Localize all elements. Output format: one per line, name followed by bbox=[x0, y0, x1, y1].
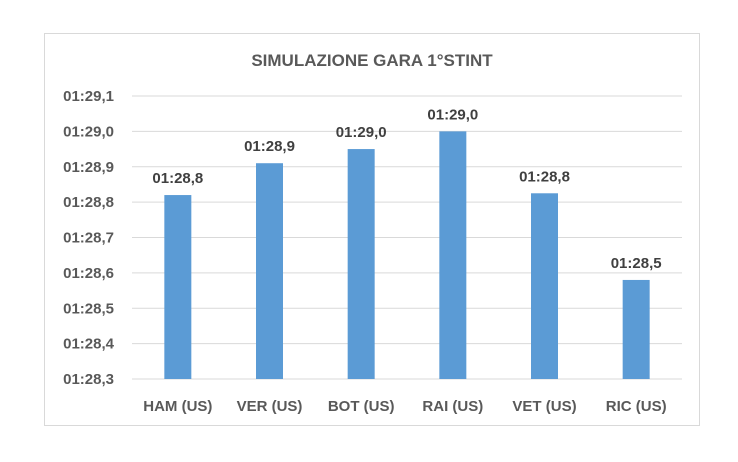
x-category-label: RAI (US) bbox=[422, 398, 483, 415]
x-category-label: RIC (US) bbox=[606, 398, 667, 415]
data-labels: 01:28,8 01:28,9 01:29,0 01:29,0 01:28,8 01:28… bbox=[152, 106, 661, 272]
x-category-label: BOT (US) bbox=[328, 398, 395, 415]
y-tick-label: 01:29,0 bbox=[63, 123, 114, 140]
y-axis-ticks: 01:28,3 01:28,4 01:28,5 01:28,6 01:28,7 01:28… bbox=[63, 88, 115, 388]
y-tick-label: 01:29,1 bbox=[63, 88, 114, 105]
bars bbox=[164, 131, 650, 379]
bar bbox=[531, 193, 558, 379]
chart-title: SIMULAZIONE GARA 1°STINT bbox=[251, 51, 493, 70]
y-tick-label: 01:28,8 bbox=[63, 194, 114, 211]
y-tick-label: 01:28,4 bbox=[63, 336, 115, 353]
y-tick-label: 01:28,3 bbox=[63, 371, 114, 388]
x-category-label: VER (US) bbox=[237, 398, 303, 415]
data-label: 01:28,9 bbox=[244, 138, 295, 155]
x-axis-categories: HAM (US) VER (US) BOT (US) RAI (US) VET (US)… bbox=[143, 398, 666, 415]
bar bbox=[622, 279, 650, 379]
y-tick-label: 01:28,5 bbox=[63, 300, 114, 317]
data-label: 01:28,8 bbox=[152, 170, 203, 187]
y-tick-label: 01:28,6 bbox=[63, 265, 114, 282]
bar bbox=[256, 163, 283, 379]
bar bbox=[347, 149, 375, 379]
data-label: 01:29,0 bbox=[336, 124, 387, 141]
y-tick-label: 01:28,9 bbox=[63, 159, 114, 176]
data-label: 01:29,0 bbox=[427, 106, 478, 123]
grid-lines bbox=[132, 95, 682, 380]
data-label: 01:28,8 bbox=[519, 168, 570, 185]
x-category-label: VET (US) bbox=[512, 398, 576, 415]
y-tick-label: 01:28,7 bbox=[63, 230, 114, 247]
bar bbox=[164, 195, 192, 379]
data-label: 01:28,5 bbox=[611, 255, 662, 272]
x-category-label: HAM (US) bbox=[143, 398, 212, 415]
bar bbox=[439, 131, 467, 379]
